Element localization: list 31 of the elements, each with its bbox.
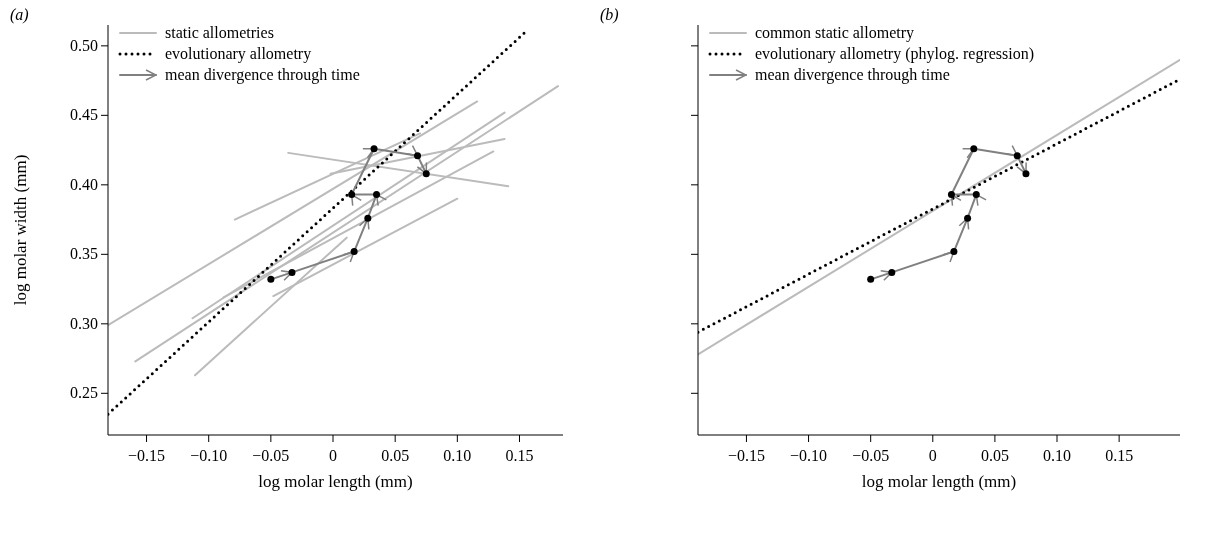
y-tick-label: 0.25 xyxy=(70,384,98,402)
y-tick-label: 0.30 xyxy=(70,314,98,332)
x-tick-label: 0.10 xyxy=(443,447,472,464)
y-tick-label: 0.50 xyxy=(70,36,98,54)
x-tick-label: 0 xyxy=(329,447,338,464)
legend-label: static allometries xyxy=(165,24,274,41)
chart-title: (a) xyxy=(10,6,29,24)
legend-label: evolutionary allometry (phylog. regression) xyxy=(755,45,1035,63)
x-tick-label: 0.10 xyxy=(1043,447,1072,464)
x-axis-title: log molar length (mm) xyxy=(258,472,413,491)
x-tick-label: 0.05 xyxy=(381,447,410,464)
x-tick-label: −0.15 xyxy=(727,447,765,464)
y-tick-label: 0.35 xyxy=(70,245,98,263)
x-tick-label: 0.15 xyxy=(505,447,534,464)
x-tick-label: 0.15 xyxy=(1105,447,1134,464)
legend-label: mean divergence through time xyxy=(165,66,360,84)
x-tick-label: −0.05 xyxy=(852,447,890,464)
y-tick-label: 0.40 xyxy=(70,175,98,193)
x-tick-label: −0.10 xyxy=(190,447,228,464)
x-axis-title: log molar length (mm) xyxy=(861,472,1017,491)
legend-label: evolutionary allometry xyxy=(165,45,312,63)
x-tick-label: 0.05 xyxy=(980,447,1009,464)
chart-title: (b) xyxy=(600,6,619,24)
y-tick-label: 0.45 xyxy=(70,106,98,124)
y-axis-title: log molar width (mm) xyxy=(11,154,30,306)
x-tick-label: −0.05 xyxy=(252,447,290,464)
x-tick-label: −0.10 xyxy=(790,447,828,464)
legend-label: common static allometry xyxy=(755,24,915,42)
x-tick-label: −0.15 xyxy=(128,447,166,464)
x-tick-label: 0 xyxy=(928,447,937,464)
legend-label: mean divergence through time xyxy=(755,66,950,84)
